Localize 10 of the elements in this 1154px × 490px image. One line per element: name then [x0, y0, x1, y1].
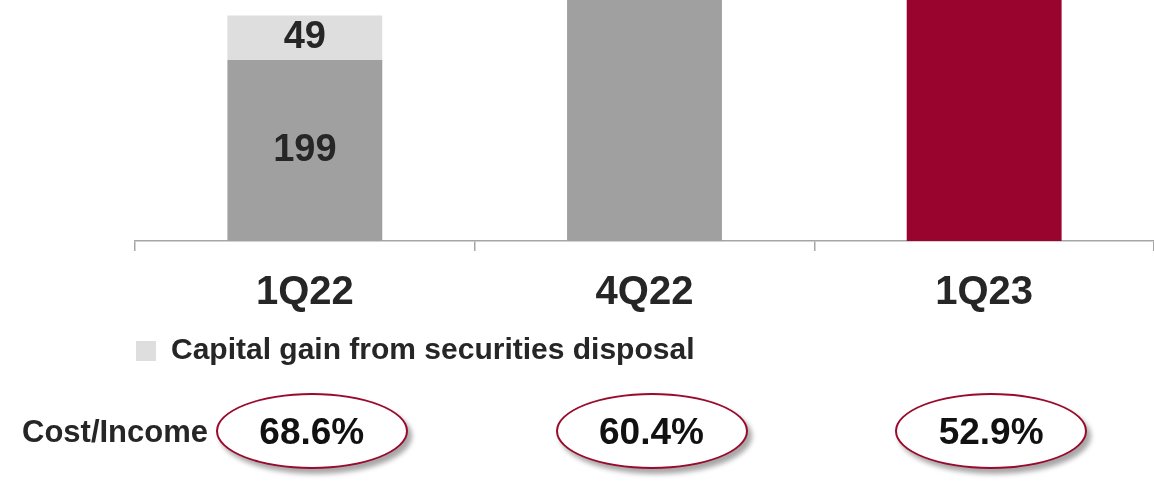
x-tick-label: 4Q22 [595, 268, 694, 313]
legend-label: Capital gain from securities disposal [171, 332, 695, 366]
data-label: 49 [283, 14, 326, 57]
x-tick-label: 1Q22 [255, 268, 354, 313]
text: 68.6% [259, 410, 365, 452]
text: 60.4% [599, 410, 704, 452]
x-tick-label: 1Q23 [935, 268, 1034, 313]
text: Cost/Income [22, 413, 209, 449]
text: 52.9% [938, 410, 1044, 452]
data-label: 199 [273, 127, 337, 169]
